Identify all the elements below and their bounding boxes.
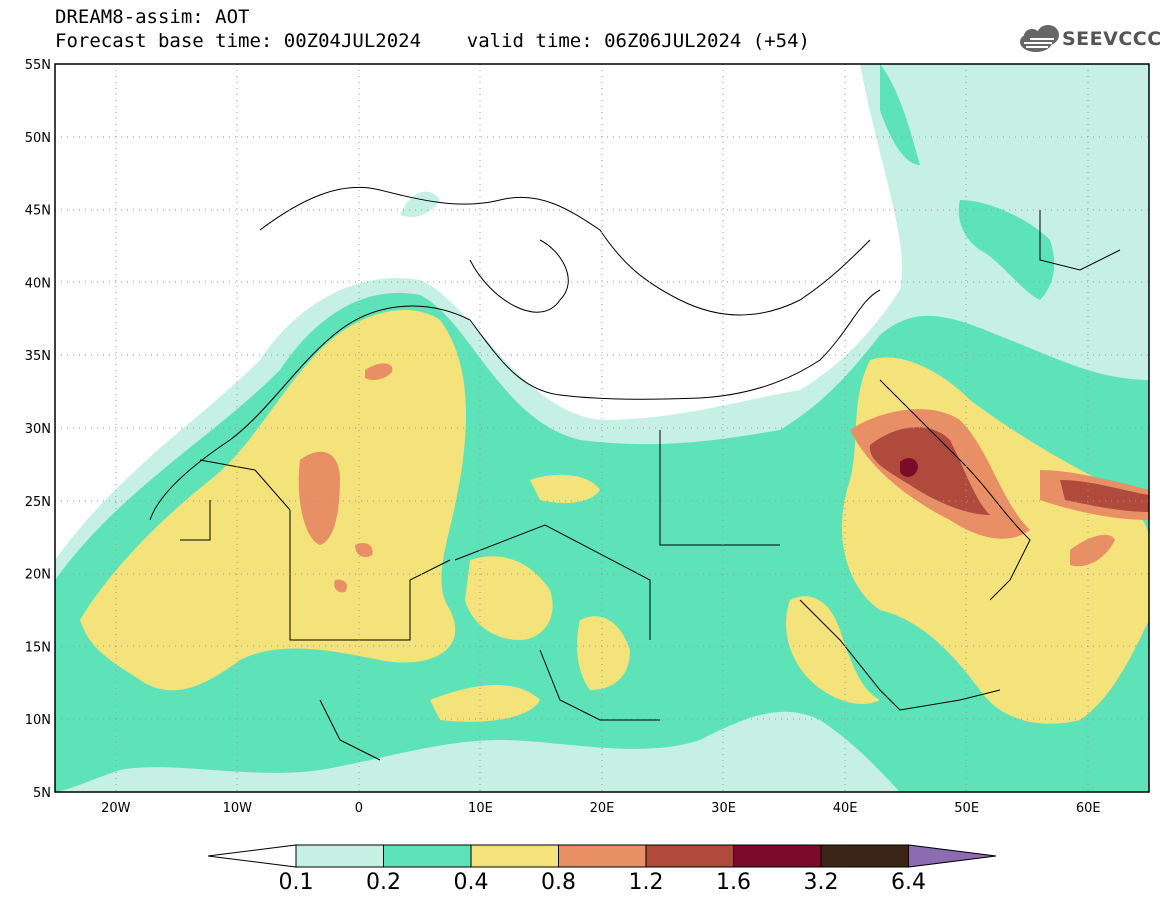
- logo-text: SEEVCCC: [1062, 28, 1162, 50]
- aot-contour-0.4: [465, 556, 553, 640]
- colorbar-label: 3.2: [804, 870, 839, 895]
- latitude-tick-label: 15N: [25, 640, 51, 655]
- aot-contour-0.1: [400, 191, 440, 217]
- latitude-tick-label: 20N: [25, 568, 51, 583]
- aot-contour-1.6: [900, 458, 918, 477]
- longitude-tick-label: 50E: [954, 801, 979, 816]
- colorbar-box: [558, 844, 647, 868]
- colorbar-box: [733, 844, 822, 868]
- longitude-tick-label: 20W: [101, 801, 131, 816]
- colorbar-extension-high: [908, 844, 997, 868]
- latitude-tick-label: 5N: [33, 786, 51, 801]
- colorbar-extension-low: [207, 844, 297, 868]
- map-title: DREAM8-assim: AOT: [55, 6, 250, 28]
- colorbar-label: 0.8: [541, 870, 576, 895]
- longitude-tick-label: 0: [355, 801, 363, 816]
- longitude-tick-label: 10E: [468, 801, 493, 816]
- longitude-tick-label: 40E: [833, 801, 858, 816]
- aot-contour-0.4: [530, 474, 600, 503]
- aot-contour-0.4: [577, 616, 630, 690]
- latitude-tick-label: 50N: [25, 131, 51, 146]
- aot-contour-0.8: [334, 579, 347, 593]
- aot-contour-0.8: [298, 451, 340, 545]
- latitude-tick-label: 45N: [25, 204, 51, 219]
- latitude-tick-label: 35N: [25, 349, 51, 364]
- colorbar-box: [470, 844, 559, 868]
- forecast-time-subtitle: Forecast base time: 00Z04JUL2024 valid t…: [55, 30, 810, 52]
- longitude-tick-label: 60E: [1076, 801, 1101, 816]
- aot-contour-0.2: [880, 64, 920, 165]
- latitude-tick-label: 40N: [25, 276, 51, 291]
- lat-lon-grid: [55, 64, 1149, 792]
- aot-contour-1.2: [1060, 480, 1149, 512]
- aot-contour-0.4: [80, 310, 466, 691]
- aot-contour-0.4: [786, 596, 880, 704]
- aot-contour-0.8: [365, 363, 393, 380]
- latitude-labels: 55N 50N 45N 40N 35N 30N 25N 20N 15N 10N 5N: [25, 58, 51, 801]
- latitude-tick-label: 55N: [25, 58, 51, 73]
- seevccc-cloud-logo: [1020, 25, 1059, 52]
- aot-contour-1.2: [869, 427, 990, 515]
- latitude-tick-label: 30N: [25, 422, 51, 437]
- longitude-labels: 20W 10W 0 10E 20E 30E 40E 50E 60E: [101, 801, 1101, 816]
- colorbar-label: 6.4: [891, 870, 926, 895]
- colorbar-box: [820, 844, 909, 868]
- colorbar-label: 0.2: [366, 870, 401, 895]
- colorbar-label: 1.2: [629, 870, 664, 895]
- colorbar-label: 1.6: [716, 870, 751, 895]
- longitude-tick-label: 10W: [223, 801, 253, 816]
- latitude-tick-label: 25N: [25, 495, 51, 510]
- colorbar-box: [645, 844, 734, 868]
- latitude-tick-label: 10N: [25, 713, 51, 728]
- map-frame: [54, 63, 1150, 793]
- aot-contour-0.2: [958, 200, 1055, 300]
- longitude-tick-label: 20E: [590, 801, 615, 816]
- aot-contour-0.4: [430, 685, 540, 722]
- aot-contour-0.8: [355, 543, 373, 558]
- aot-contour-0.8: [1070, 534, 1115, 567]
- longitude-tick-label: 30E: [711, 801, 736, 816]
- colorbar-label: 0.1: [279, 870, 314, 895]
- colorbar-label: 0.4: [454, 870, 489, 895]
- country-borders: [149, 186, 1121, 761]
- colorbar-box: [295, 844, 384, 868]
- colorbar-box: [383, 844, 472, 868]
